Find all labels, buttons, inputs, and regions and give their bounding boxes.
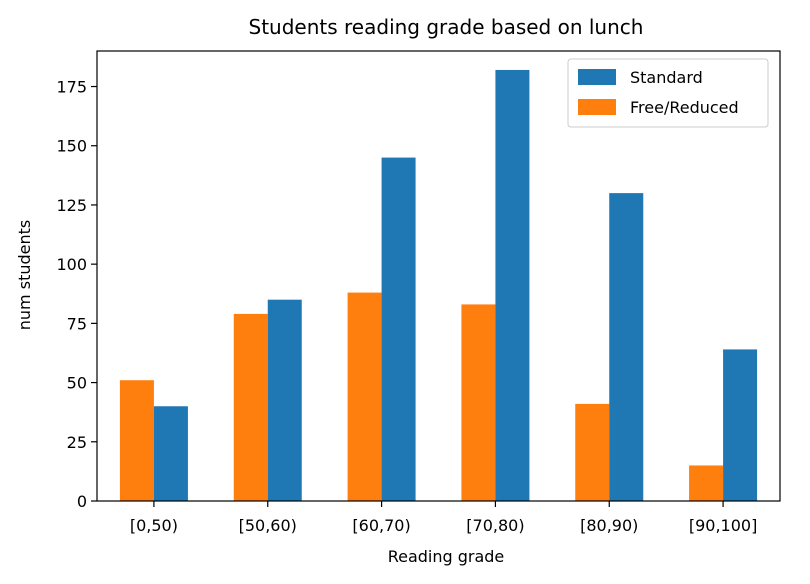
legend-label-0: Standard — [630, 68, 703, 87]
legend-swatch-0 — [578, 69, 616, 85]
bar-standard-0 — [153, 406, 188, 501]
y-tick-label-0: 0 — [77, 492, 87, 511]
x-axis-label: Reading grade — [388, 547, 505, 566]
y-tick-label-1: 25 — [67, 433, 87, 452]
bar-standard-2 — [381, 157, 416, 501]
bar-free-reduced-3 — [461, 304, 496, 501]
y-tick-label-4: 100 — [56, 255, 87, 274]
x-tick-label-3: [70,80) — [466, 516, 524, 535]
y-axis-label: num students — [15, 220, 34, 330]
plot-frame — [96, 50, 781, 502]
y-tick-label-3: 75 — [67, 314, 87, 333]
bar-free-reduced-1 — [233, 313, 268, 501]
bar-standard-1 — [267, 299, 302, 501]
x-tick-label-1: [50,60) — [239, 516, 297, 535]
x-tick-label-2: [60,70) — [352, 516, 410, 535]
bar-standard-3 — [495, 69, 530, 501]
x-tick-label-5: [90,100] — [689, 516, 757, 535]
y-tick-label-5: 125 — [56, 196, 87, 215]
legend-swatch-1 — [578, 99, 616, 115]
bar-free-reduced-2 — [347, 292, 382, 501]
bar-free-reduced-5 — [689, 465, 724, 501]
chart-title: Students reading grade based on lunch — [249, 15, 644, 39]
y-tick-label-7: 175 — [56, 78, 87, 97]
bar-free-reduced-0 — [119, 380, 154, 501]
plot-area: 0 25 50 75 100 125 150 175 [0,50) [50,60) [60,70) [… — [56, 50, 781, 535]
x-tick-label-0: [0,50) — [130, 516, 178, 535]
legend-label-1: Free/Reduced — [630, 98, 739, 117]
bar-free-reduced-4 — [575, 403, 610, 501]
x-tick-label-4: [80,90) — [580, 516, 638, 535]
y-tick-label-2: 50 — [67, 374, 87, 393]
bar-standard-4 — [609, 193, 644, 502]
bar-standard-5 — [723, 349, 758, 501]
legend-box — [567, 58, 769, 128]
y-tick-label-6: 150 — [56, 137, 87, 156]
legend: Standard Free/Reduced — [567, 58, 769, 128]
